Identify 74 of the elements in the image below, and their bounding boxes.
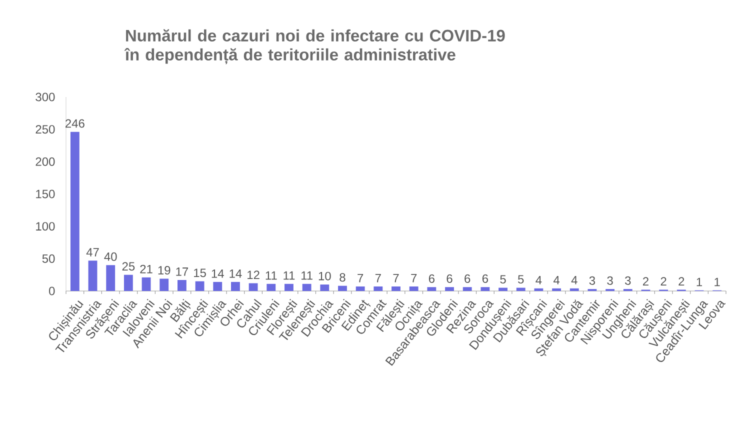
y-tick-label: 300	[36, 92, 55, 102]
data-label: 6	[428, 274, 434, 283]
data-label: 1	[696, 278, 702, 286]
y-tick-label: 250	[36, 125, 55, 134]
bar	[195, 281, 204, 291]
bar	[177, 280, 186, 291]
data-label: 8	[340, 273, 346, 282]
y-tick-label: 150	[36, 190, 55, 198]
bar	[70, 132, 80, 291]
data-label: 10	[318, 272, 331, 280]
data-label: 2	[642, 277, 648, 286]
data-label: 6	[482, 274, 488, 283]
bar	[570, 288, 579, 291]
bar	[338, 286, 347, 291]
data-label: 47	[86, 248, 99, 256]
bar	[356, 286, 365, 291]
data-label: 5	[518, 275, 524, 284]
data-label: 7	[393, 274, 399, 282]
data-label: 1	[714, 278, 720, 286]
bar	[534, 288, 544, 291]
data-label: 3	[589, 276, 596, 285]
bar	[374, 286, 383, 291]
data-label: 11	[301, 271, 312, 280]
bar	[124, 274, 133, 291]
data-label: 7	[375, 274, 381, 282]
data-label: 11	[266, 271, 277, 280]
data-label: 7	[358, 274, 364, 282]
data-label: 14	[212, 269, 224, 278]
bar	[392, 286, 400, 291]
bar	[213, 282, 222, 291]
data-label: 7	[411, 274, 417, 282]
data-label: 3	[607, 276, 613, 285]
bar	[552, 288, 561, 291]
data-label: 2	[678, 277, 684, 286]
bar	[498, 288, 508, 291]
data-label: 25	[122, 262, 135, 271]
data-label: 40	[104, 252, 117, 261]
data-label: 12	[248, 270, 260, 280]
data-label: 6	[446, 274, 452, 283]
bar	[516, 288, 526, 291]
data-label: 19	[158, 266, 170, 274]
bar	[248, 283, 258, 291]
data-label: 246	[66, 119, 84, 128]
bar	[142, 277, 151, 291]
data-label: 4	[571, 276, 578, 284]
bar	[445, 287, 454, 291]
bar	[427, 287, 436, 291]
bar	[231, 282, 240, 291]
y-tick-label: 100	[36, 222, 55, 231]
y-tick-label: 0	[49, 286, 55, 296]
bar	[88, 260, 98, 291]
data-label: 17	[176, 268, 188, 276]
bar	[160, 278, 169, 291]
data-label: 4	[553, 276, 560, 284]
bar	[302, 284, 312, 291]
data-label: 6	[464, 274, 470, 283]
bar	[462, 287, 472, 291]
bar	[320, 284, 330, 291]
data-label: 3	[625, 276, 631, 285]
data-label: 5	[500, 275, 506, 284]
data-label: 11	[284, 271, 295, 280]
bar	[409, 286, 418, 291]
data-label: 2	[660, 277, 666, 286]
bar	[266, 284, 276, 291]
chart-title: Numărul de cazuri noi de infectare cu COVID-19 în dependență de teritoriile administrative	[124, 29, 505, 64]
data-label: 21	[140, 264, 152, 274]
data-label: 15	[194, 268, 206, 278]
data-label: 14	[230, 269, 242, 278]
y-tick-label: 50	[42, 254, 55, 263]
bar	[480, 287, 490, 291]
bar	[106, 265, 116, 291]
bar	[284, 284, 294, 291]
data-label: 4	[536, 276, 542, 284]
y-tick-label: 200	[36, 157, 55, 166]
